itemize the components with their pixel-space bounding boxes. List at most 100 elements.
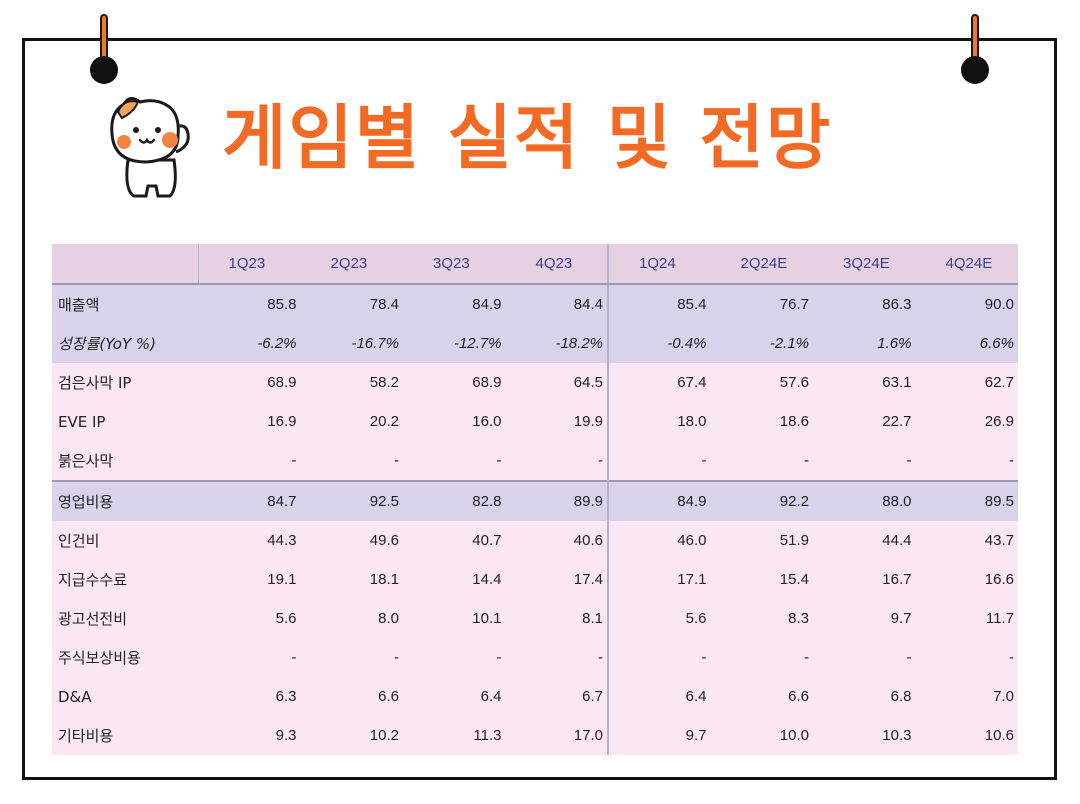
table-cell: 16.9 — [198, 402, 301, 441]
table-cell: 10.2 — [300, 716, 403, 755]
pushpin-icon — [90, 14, 118, 84]
table-cell: 8.1 — [505, 599, 609, 638]
table-cell: 85.8 — [198, 284, 301, 324]
row-label: 검은사막 IP — [52, 363, 198, 402]
table-cell: 90.0 — [915, 284, 1018, 324]
page-title: 게임별 실적 및 전망 — [222, 97, 833, 179]
table-cell: 84.9 — [403, 284, 506, 324]
table-cell: - — [198, 441, 301, 481]
table-row: 성장률(YoY %) -6.2% -16.7% -12.7% -18.2% -0… — [52, 324, 1018, 363]
table-cell: 22.7 — [813, 402, 916, 441]
column-header: 4Q24E — [915, 244, 1018, 285]
table-cell: 10.6 — [915, 716, 1018, 755]
table-row: 인건비 44.3 49.6 40.7 40.6 46.0 51.9 44.4 4… — [52, 521, 1018, 560]
table-cell: 8.0 — [300, 599, 403, 638]
row-label: 기타비용 — [52, 716, 198, 755]
table-cell: -18.2% — [505, 324, 609, 363]
table-cell: 18.6 — [710, 402, 813, 441]
table-cell: - — [300, 638, 403, 677]
table-cell: 16.6 — [915, 560, 1018, 599]
table-cell: 18.0 — [608, 402, 711, 441]
table-cell: 6.8 — [813, 677, 916, 716]
table-cell: 57.6 — [710, 363, 813, 402]
table-cell: 14.4 — [403, 560, 506, 599]
table-cell: 5.6 — [198, 599, 301, 638]
table-cell: 84.9 — [608, 480, 711, 521]
table-cell: - — [710, 441, 813, 481]
table-cell: 20.2 — [300, 402, 403, 441]
table-cell: 40.6 — [505, 521, 609, 560]
row-label: 지급수수료 — [52, 560, 198, 599]
table-row: 광고선전비 5.6 8.0 10.1 8.1 5.6 8.3 9.7 11.7 — [52, 599, 1018, 638]
table-cell: - — [608, 441, 711, 481]
table-cell: 15.4 — [710, 560, 813, 599]
table-cell: 85.4 — [608, 284, 711, 324]
table-cell: - — [300, 441, 403, 481]
table-cell: 89.9 — [505, 480, 609, 521]
table-cell: 44.3 — [198, 521, 301, 560]
table-cell: 6.3 — [198, 677, 301, 716]
table-cell: 82.8 — [403, 480, 506, 521]
table-cell: 10.3 — [813, 716, 916, 755]
table-cell: 84.4 — [505, 284, 609, 324]
row-label: D&A — [52, 677, 198, 716]
row-label: 인건비 — [52, 521, 198, 560]
table-cell: 64.5 — [505, 363, 609, 402]
table-cell: 92.2 — [710, 480, 813, 521]
table-row: 지급수수료 19.1 18.1 14.4 17.4 17.1 15.4 16.7… — [52, 560, 1018, 599]
table-cell: 6.6% — [915, 324, 1018, 363]
table-cell: 16.0 — [403, 402, 506, 441]
row-label: 주식보상비용 — [52, 638, 198, 677]
column-header: 3Q23 — [403, 244, 506, 285]
cat-mascot-icon — [110, 97, 190, 198]
pushpin-icon — [961, 14, 989, 84]
table-row: 검은사막 IP 68.9 58.2 68.9 64.5 67.4 57.6 63… — [52, 363, 1018, 402]
table-cell: - — [813, 638, 916, 677]
table-cell: 58.2 — [300, 363, 403, 402]
table-cell: -0.4% — [608, 324, 711, 363]
financial-table: 1Q23 2Q23 3Q23 4Q23 1Q24 2Q24E 3Q24E 4Q2… — [52, 244, 1018, 755]
table-cell: 18.1 — [300, 560, 403, 599]
table-cell: 17.4 — [505, 560, 609, 599]
table-cell: - — [915, 441, 1018, 481]
table-cell: 51.9 — [710, 521, 813, 560]
table-cell: - — [403, 638, 506, 677]
table-cell: 9.3 — [198, 716, 301, 755]
table-cell: 76.7 — [710, 284, 813, 324]
table-cell: 9.7 — [813, 599, 916, 638]
table-cell: 46.0 — [608, 521, 711, 560]
row-label: 광고선전비 — [52, 599, 198, 638]
table-cell: 40.7 — [403, 521, 506, 560]
table-cell: 26.9 — [915, 402, 1018, 441]
table-cell: 17.0 — [505, 716, 609, 755]
table-cell: 19.1 — [198, 560, 301, 599]
table-row: EVE IP 16.9 20.2 16.0 19.9 18.0 18.6 22.… — [52, 402, 1018, 441]
table-cell: 86.3 — [813, 284, 916, 324]
table-cell: 49.6 — [300, 521, 403, 560]
row-label: EVE IP — [52, 402, 198, 441]
table-cell: 11.3 — [403, 716, 506, 755]
table-cell: -2.1% — [710, 324, 813, 363]
table-cell: -16.7% — [300, 324, 403, 363]
table-cell: 68.9 — [198, 363, 301, 402]
table-row: 주식보상비용 - - - - - - - - — [52, 638, 1018, 677]
table-cell: 7.0 — [915, 677, 1018, 716]
table-cell: -6.2% — [198, 324, 301, 363]
table-row: 붉은사막 - - - - - - - - — [52, 441, 1018, 481]
table-cell: 8.3 — [710, 599, 813, 638]
table-cell: 63.1 — [813, 363, 916, 402]
table-header-row: 1Q23 2Q23 3Q23 4Q23 1Q24 2Q24E 3Q24E 4Q2… — [52, 244, 1018, 285]
table-cell: 88.0 — [813, 480, 916, 521]
table-cell: - — [608, 638, 711, 677]
table-cell: 6.4 — [608, 677, 711, 716]
table-cell: - — [403, 441, 506, 481]
table-cell: - — [198, 638, 301, 677]
table-cell: 89.5 — [915, 480, 1018, 521]
table-cell: 6.4 — [403, 677, 506, 716]
table-cell: 92.5 — [300, 480, 403, 521]
column-header: 2Q23 — [300, 244, 403, 285]
column-header: 1Q23 — [198, 244, 301, 285]
table-cell: - — [505, 638, 609, 677]
table-cell: - — [813, 441, 916, 481]
table-cell: 6.6 — [300, 677, 403, 716]
